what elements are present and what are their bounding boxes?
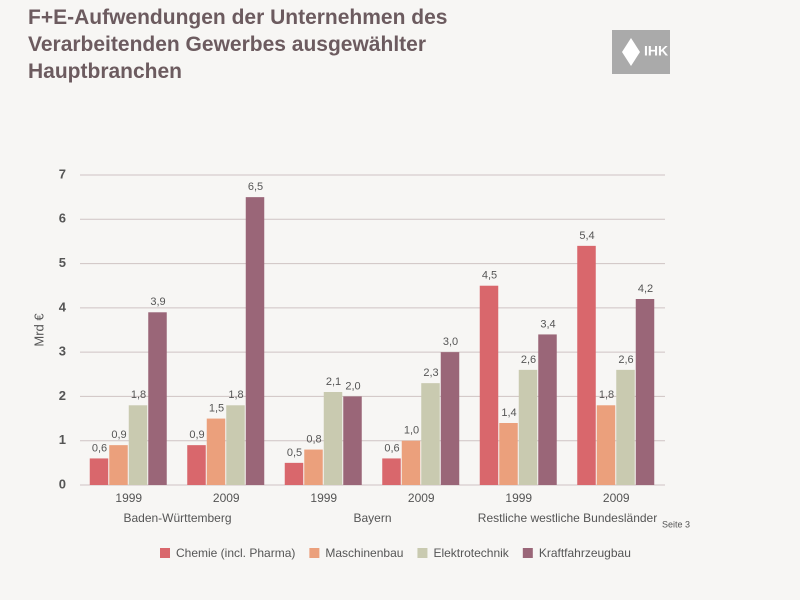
bar	[421, 383, 440, 485]
footer: Seite 3	[662, 519, 690, 529]
value-label: 4,2	[638, 283, 653, 295]
value-label: 1,4	[501, 407, 516, 419]
group-label: Baden-Württemberg	[123, 511, 231, 525]
value-label: 1,8	[599, 389, 614, 401]
x-tick-label: 2009	[213, 491, 240, 505]
y-tick-label: 5	[59, 255, 66, 270]
bar	[343, 396, 362, 485]
legend-label: Elektrotechnik	[433, 546, 509, 560]
legend-swatch	[160, 548, 170, 558]
bar	[479, 285, 499, 485]
y-axis-label: Mrd €	[31, 313, 46, 347]
bar	[499, 423, 518, 485]
value-label: 1,5	[209, 402, 224, 414]
legend-swatch	[309, 548, 320, 558]
bar	[206, 418, 226, 485]
bar	[440, 352, 460, 485]
bar	[538, 334, 557, 485]
value-label: 6,5	[248, 181, 263, 193]
bar	[148, 312, 167, 485]
bar	[635, 299, 655, 485]
logo-icon	[622, 38, 640, 66]
y-tick-label: 0	[59, 476, 66, 491]
bar	[616, 369, 635, 485]
value-label: 0,8	[306, 433, 321, 445]
value-label: 3,9	[150, 296, 165, 308]
value-label: 0,9	[189, 429, 204, 441]
bar	[89, 458, 109, 485]
bar	[323, 392, 343, 485]
value-label: 0,6	[384, 442, 399, 454]
value-label: 2,0	[345, 380, 360, 392]
value-label: 1,8	[228, 389, 243, 401]
x-tick-label: 2009	[603, 491, 630, 505]
value-label: 1,8	[131, 389, 146, 401]
legend-swatch	[417, 548, 428, 558]
legend-label: Chemie (incl. Pharma)	[176, 546, 295, 560]
bar	[109, 445, 128, 485]
logo-box	[612, 30, 670, 74]
bar	[518, 369, 538, 485]
y-tick-label: 6	[59, 211, 66, 226]
bar	[304, 449, 323, 485]
chart-title: F+E-Aufwendungen der Unternehmen des Vera…	[28, 6, 447, 83]
x-tick-label: 1999	[310, 491, 337, 505]
bar	[128, 405, 148, 485]
bar	[187, 445, 206, 485]
y-tick-label: 3	[59, 344, 66, 359]
bar	[596, 405, 616, 485]
value-label: 2,1	[326, 376, 341, 388]
y-tick-label: 1	[59, 432, 66, 447]
logo: IHK	[644, 43, 668, 59]
bar	[284, 462, 304, 485]
x-tick-label: 1999	[115, 491, 142, 505]
value-label: 2,6	[521, 354, 536, 366]
group-label: Restliche westliche Bundesländer	[478, 511, 657, 525]
legend-label: Maschinenbau	[325, 546, 403, 560]
value-label: 5,4	[579, 230, 594, 242]
value-label: 1,0	[404, 425, 419, 437]
y-tick-label: 4	[59, 299, 67, 314]
group-label: Bayern	[353, 511, 391, 525]
x-tick-label: 1999	[505, 491, 532, 505]
value-label: 4,5	[482, 270, 497, 282]
value-label: 0,6	[92, 442, 107, 454]
value-label: 2,6	[618, 354, 633, 366]
value-label: 2,3	[423, 367, 438, 379]
bar	[577, 245, 596, 485]
y-tick-label: 2	[59, 388, 66, 403]
value-label: 3,0	[443, 336, 458, 348]
bar	[382, 458, 401, 485]
value-label: 0,9	[111, 429, 126, 441]
x-tick-label: 2009	[408, 491, 435, 505]
legend-label: Kraftfahrzeugbau	[539, 546, 631, 560]
bar	[226, 405, 245, 485]
value-label: 3,4	[540, 318, 555, 330]
bar	[245, 197, 265, 485]
value-label: 0,5	[287, 447, 302, 459]
legend-swatch	[522, 548, 533, 558]
y-tick-label: 7	[59, 166, 66, 181]
bar	[401, 440, 421, 485]
